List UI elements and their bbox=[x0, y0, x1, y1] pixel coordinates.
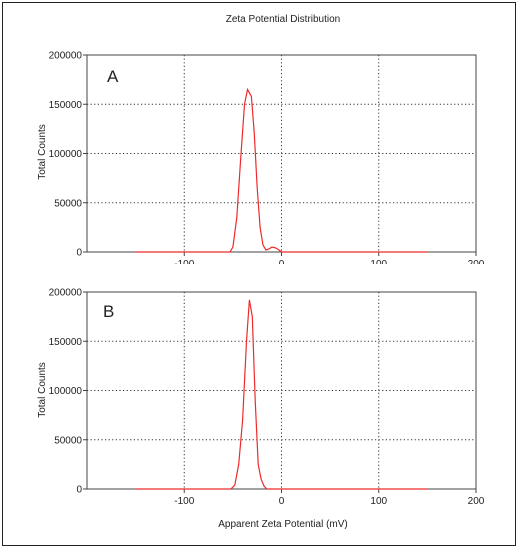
x-tick-label: -100 bbox=[174, 496, 194, 507]
y-axis-label-a: Total Counts bbox=[37, 124, 48, 180]
y-tick-label: 100000 bbox=[49, 149, 83, 160]
y-tick-label: 150000 bbox=[49, 100, 83, 111]
panel-label-b: B bbox=[103, 302, 114, 321]
x-tick-label: 200 bbox=[468, 259, 485, 270]
x-tick-label: 0 bbox=[279, 259, 285, 270]
y-tick-label: 0 bbox=[76, 485, 82, 496]
y-tick-label: 0 bbox=[76, 248, 82, 259]
x-axis-label: Apparent Zeta Potential (mV) bbox=[218, 519, 348, 530]
x-tick-label: 200 bbox=[468, 496, 485, 507]
y-tick-label: 100000 bbox=[49, 386, 83, 397]
y-tick-label: 50000 bbox=[54, 198, 82, 209]
y-tick-label: 150000 bbox=[49, 337, 83, 348]
chart-title: Zeta Potential Distribution bbox=[226, 14, 341, 25]
y-tick-label: 200000 bbox=[49, 51, 83, 62]
y-axis-label-b: Total Counts bbox=[37, 362, 48, 418]
x-tick-label: 0 bbox=[279, 496, 285, 507]
panel-label-a: A bbox=[107, 67, 119, 86]
x-tick-label: -100 bbox=[174, 259, 194, 270]
series-line-b bbox=[135, 299, 428, 490]
figure-frame bbox=[2, 2, 516, 546]
x-tick-label: 100 bbox=[370, 496, 387, 507]
series-line-a bbox=[135, 87, 428, 253]
y-tick-label: 50000 bbox=[54, 435, 82, 446]
x-tick-label: 100 bbox=[370, 259, 387, 270]
panel-a: A Total Counts 0 50000 100000 150000 200000 -… bbox=[37, 51, 485, 270]
y-tick-label: 200000 bbox=[49, 288, 83, 299]
panel-b: B Total Counts 0 50000 100000 150000 200000 -… bbox=[37, 288, 485, 508]
